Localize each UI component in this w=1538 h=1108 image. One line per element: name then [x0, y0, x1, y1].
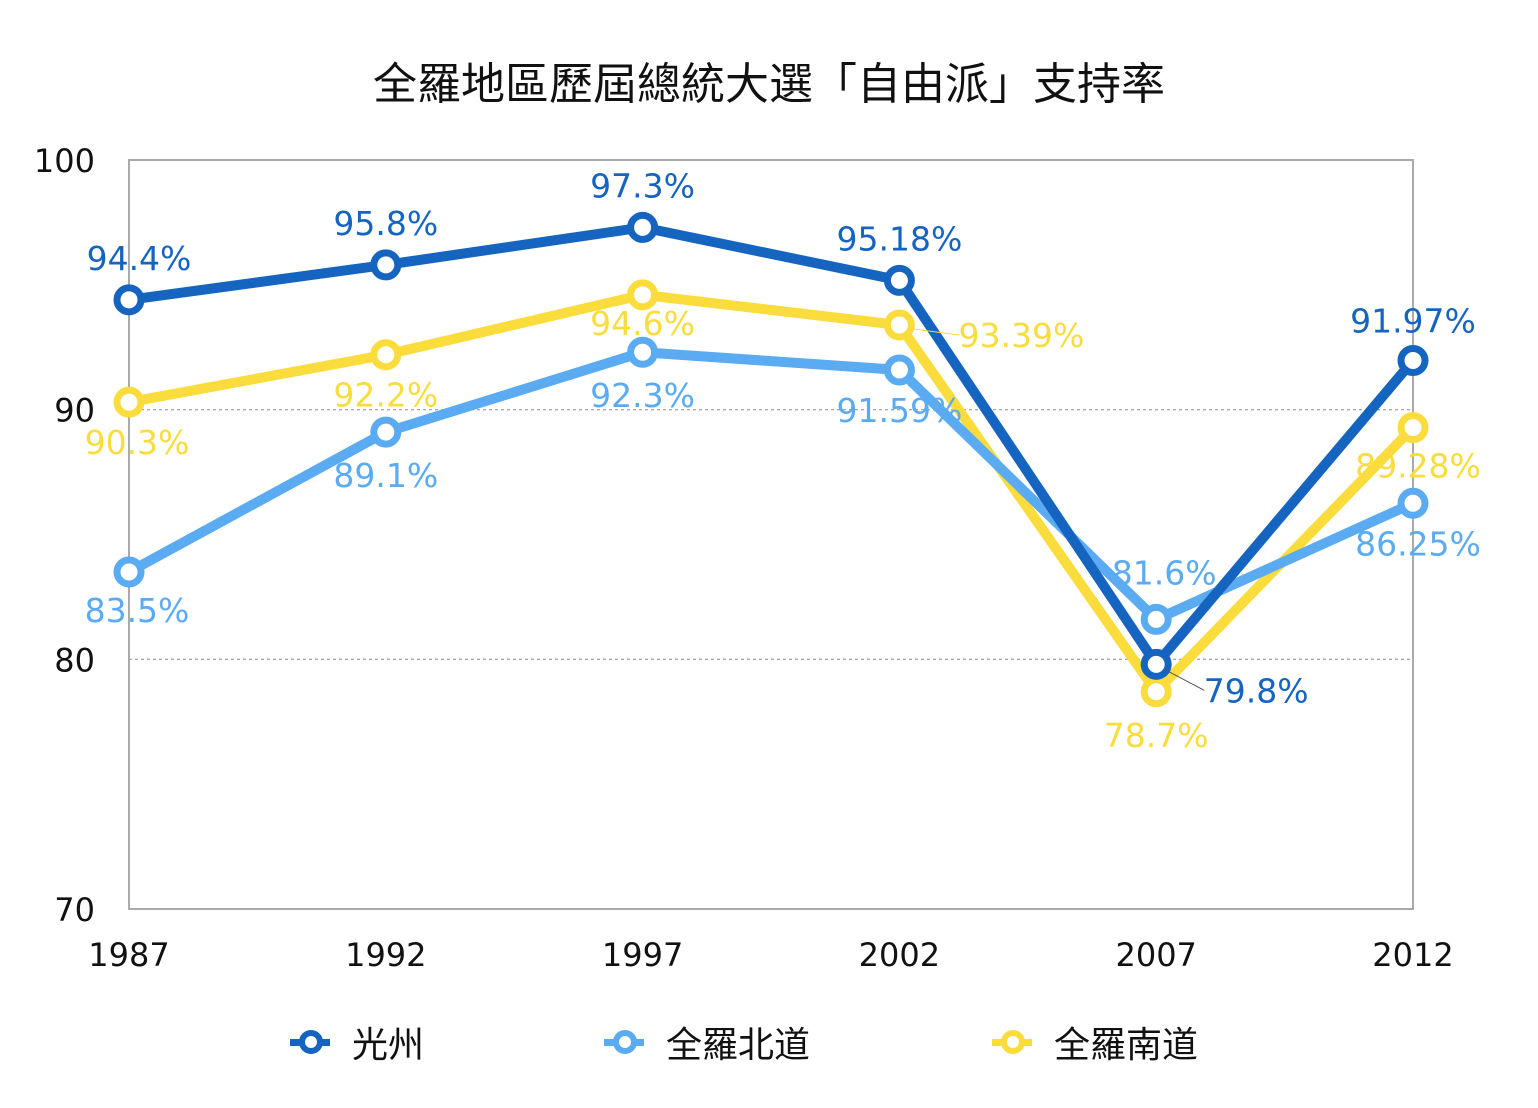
data-label: 83.5% — [85, 591, 190, 630]
data-point — [1140, 676, 1172, 708]
series-line — [128, 289, 1417, 697]
data-label: 94.4% — [87, 239, 192, 278]
data-point — [1397, 344, 1429, 376]
data-label: 92.2% — [333, 376, 438, 415]
data-label: 90.3% — [85, 423, 190, 462]
y-tick-label: 100 — [34, 142, 95, 180]
data-point — [370, 339, 402, 371]
plot-border — [128, 159, 1414, 910]
legend-label: 光州 — [352, 1025, 425, 1066]
legend-item-jeonbuk: 全羅北道 — [604, 1016, 810, 1068]
legend-label: 全羅北道 — [666, 1025, 811, 1066]
x-tick-label: 1992 — [345, 936, 426, 974]
data-point — [883, 264, 915, 296]
data-label: 95.8% — [333, 204, 438, 243]
series-line — [128, 222, 1417, 670]
data-point — [113, 284, 145, 316]
data-point — [627, 211, 659, 243]
y-tick-label: 80 — [54, 641, 95, 679]
data-label: 97.3% — [590, 166, 695, 205]
data-label: 91.97% — [1350, 301, 1476, 340]
data-point — [113, 556, 145, 588]
y-tick-label: 90 — [54, 392, 95, 430]
x-tick-label: 2002 — [859, 936, 940, 974]
data-label: 95.18% — [836, 219, 962, 258]
data-label: 89.1% — [333, 456, 438, 495]
data-label: 92.3% — [590, 376, 695, 415]
legend-label: 全羅南道 — [1054, 1025, 1199, 1066]
x-tick-label: 1997 — [602, 936, 683, 974]
data-point — [627, 279, 659, 311]
data-label: 81.6% — [1112, 553, 1217, 592]
data-point — [113, 386, 145, 418]
x-tick-label: 1987 — [88, 936, 169, 974]
data-point — [1140, 603, 1172, 635]
leader-line — [913, 328, 960, 336]
legend-marker — [604, 1030, 644, 1054]
data-label: 93.39% — [958, 316, 1084, 355]
data-label: 94.6% — [590, 304, 695, 343]
data-label: 86.25% — [1355, 524, 1481, 563]
legend-item-jeonnam: 全羅南道 — [992, 1016, 1198, 1068]
data-label: 78.7% — [1104, 716, 1209, 755]
x-tick-label: 2012 — [1372, 936, 1453, 974]
data-point — [1140, 648, 1172, 680]
data-label: 89.28% — [1355, 447, 1481, 486]
data-label: 79.8% — [1204, 671, 1309, 710]
data-point — [370, 249, 402, 281]
y-tick-label: 70 — [54, 891, 95, 929]
data-point — [370, 416, 402, 448]
data-point — [1397, 487, 1429, 519]
legend-marker — [992, 1030, 1032, 1054]
series-line — [126, 347, 1416, 625]
legend-item-gwangju: 光州 — [290, 1016, 424, 1068]
data-point — [883, 309, 915, 341]
legend-marker — [290, 1030, 330, 1054]
data-point — [627, 336, 659, 368]
data-point — [883, 354, 915, 386]
x-tick-label: 2007 — [1115, 936, 1196, 974]
chart-title: 全羅地區歷屆總統大選「自由派」支持率 — [373, 59, 1165, 110]
leader-line — [1165, 669, 1205, 691]
data-point — [1397, 412, 1429, 444]
data-label: 91.59% — [836, 391, 962, 430]
